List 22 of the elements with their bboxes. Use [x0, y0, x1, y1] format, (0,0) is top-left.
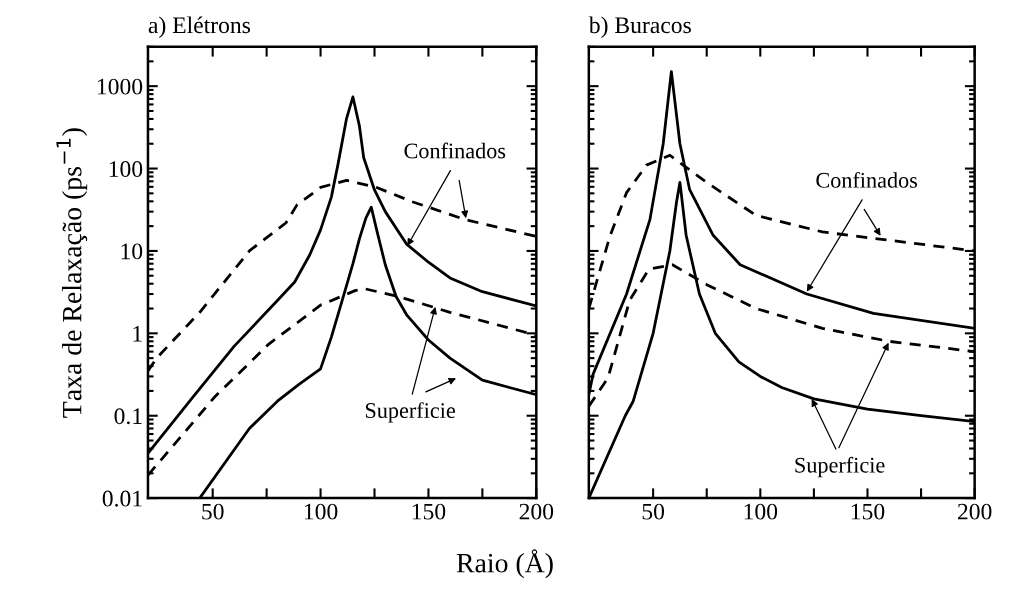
x-tick-label: 150: [851, 503, 885, 520]
x-tick-label: 150: [412, 503, 446, 520]
y-tick-label: 10: [121, 243, 143, 260]
annotation: Confinados: [816, 171, 918, 188]
annotation: Superficie: [795, 456, 885, 478]
chart-title: a) Elétrons: [148, 16, 251, 38]
x-tick-label: 100: [304, 503, 338, 520]
x-tick-label: 50: [642, 503, 665, 520]
y-tick-label: 100: [109, 161, 143, 177]
y-axis-title: Taxa de Relaxação (ps$^{−1}$): [56, 128, 88, 418]
annotation: Confinados: [404, 142, 506, 159]
x-tick-label: 200: [957, 503, 992, 520]
y-tick-label: 1: [133, 325, 142, 342]
y-tick-label: 0.1: [114, 408, 142, 425]
annotation: Superficie: [365, 402, 455, 423]
chart-title: b) Buracos: [588, 16, 691, 38]
y-tick-label: 0.01: [102, 490, 142, 507]
y-tick-label: 1000: [97, 78, 143, 95]
x-tick-label: 100: [744, 503, 778, 520]
x-axis-title: Raio (Å): [456, 549, 553, 579]
x-tick-label: 50: [202, 503, 224, 520]
x-tick-label: 200: [519, 503, 554, 520]
